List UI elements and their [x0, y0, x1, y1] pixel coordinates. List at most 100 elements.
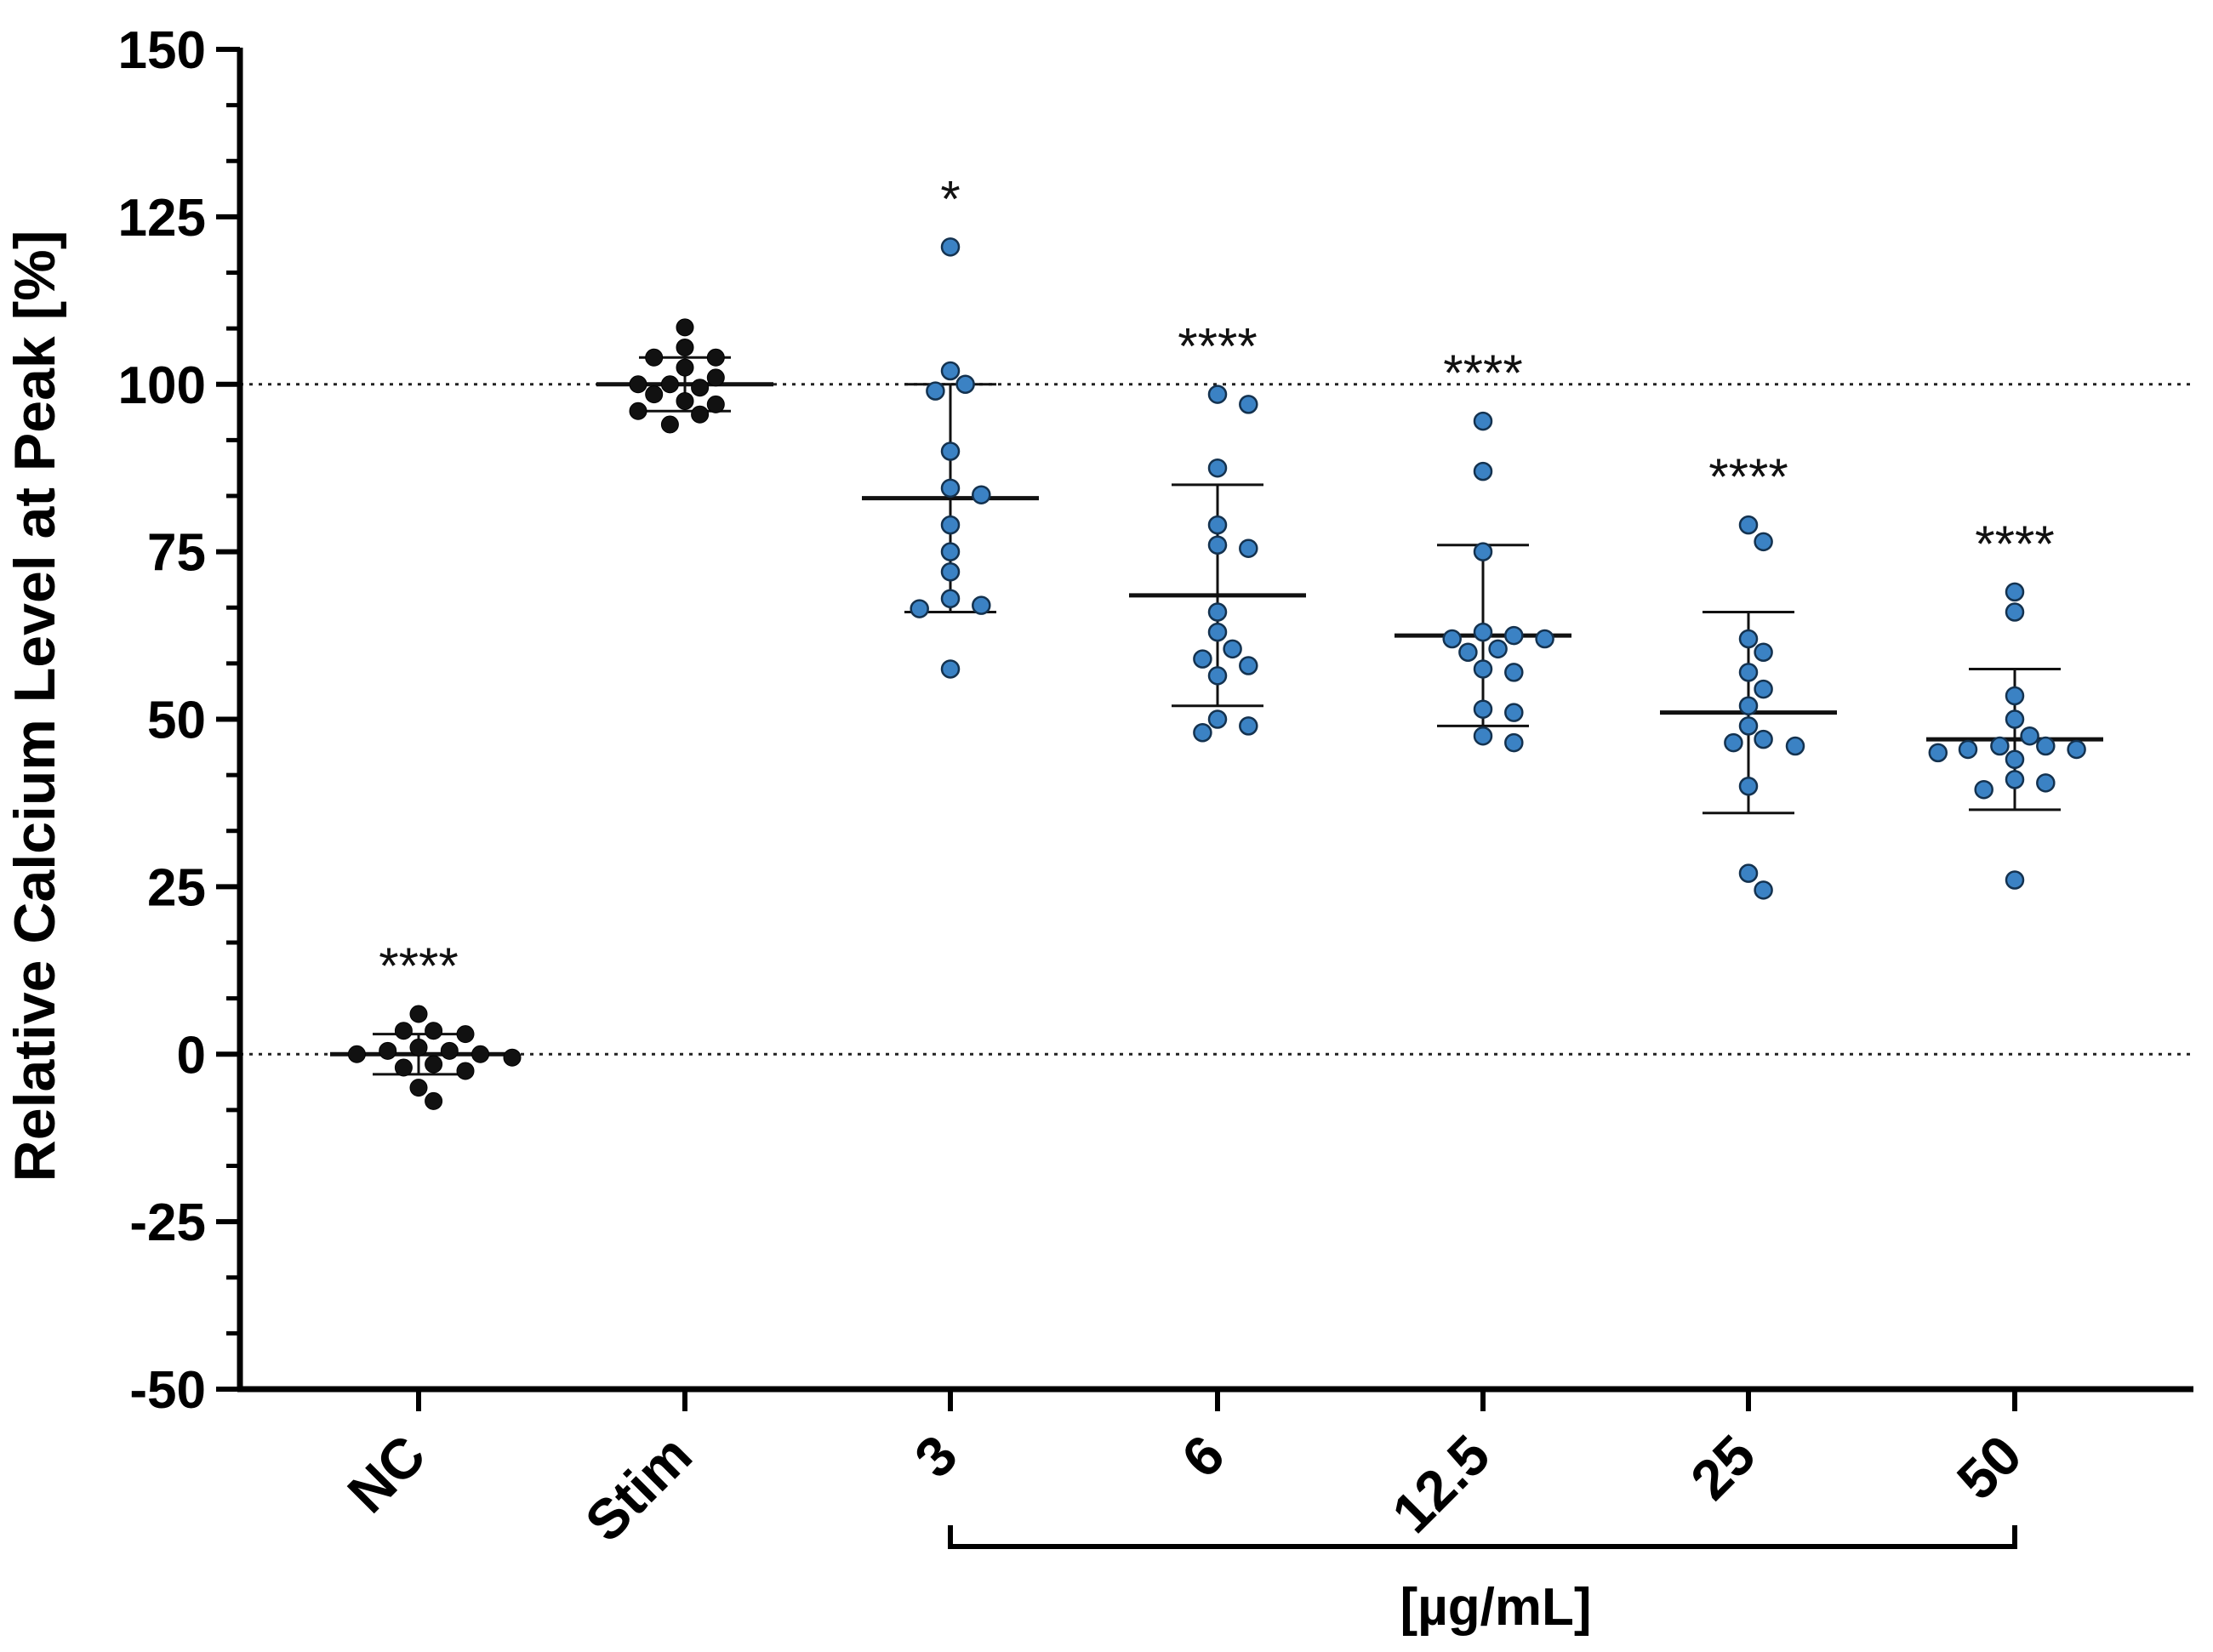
data-point	[1754, 880, 1773, 900]
data-point	[1785, 736, 1805, 756]
data-point	[2005, 686, 2025, 706]
data-point	[1738, 629, 1759, 649]
data-point	[645, 348, 664, 367]
data-point	[706, 348, 725, 367]
reference-lines	[240, 383, 2193, 1056]
data-point	[1738, 863, 1759, 883]
data-point	[676, 391, 694, 410]
data-point	[2005, 770, 2025, 789]
x-tick-label-50: 50	[1945, 1423, 2033, 1512]
data-point	[394, 1022, 413, 1040]
y-tick-label: 100	[118, 356, 206, 415]
data-point	[1473, 699, 1493, 719]
y-tick-label: 75	[147, 524, 206, 583]
data-point	[2005, 870, 2025, 890]
data-point	[1754, 729, 1773, 749]
data-point	[910, 599, 929, 618]
data-point	[691, 379, 710, 397]
data-point	[1724, 732, 1743, 753]
data-point	[676, 338, 694, 356]
data-point	[940, 515, 961, 535]
data-point	[1207, 709, 1228, 729]
data-point	[1738, 696, 1759, 715]
data-point	[1504, 625, 1524, 646]
y-axis-label: Relative Calcium Level at Peak [%]	[3, 231, 67, 1182]
data-point	[1207, 666, 1228, 686]
data-point	[940, 361, 961, 381]
data-point	[1958, 739, 1978, 760]
data-point	[2020, 726, 2039, 746]
data-point	[409, 1038, 428, 1057]
data-point	[1207, 385, 1228, 404]
data-point	[1207, 622, 1228, 642]
y-tick-label: 150	[118, 21, 206, 80]
data-point	[409, 1079, 428, 1097]
data-point	[1974, 779, 1993, 800]
data-point	[456, 1025, 475, 1044]
data-point	[425, 1022, 443, 1040]
data-point	[629, 375, 647, 394]
data-point	[2005, 749, 2025, 769]
concentration-bracket	[948, 1525, 2017, 1549]
data-point	[1473, 411, 1493, 431]
data-point	[940, 562, 961, 582]
data-point	[1738, 716, 1759, 736]
data-point	[972, 485, 991, 504]
data-point	[1990, 736, 2010, 756]
data-point	[676, 318, 694, 337]
data-point	[409, 1005, 428, 1023]
data-point	[1207, 535, 1228, 555]
data-point	[1473, 622, 1493, 642]
data-point	[706, 395, 725, 413]
data-point	[1239, 656, 1258, 675]
significance-label: ****	[1178, 318, 1257, 375]
data-point	[503, 1048, 522, 1067]
x-tick-label-25: 25	[1679, 1423, 1767, 1512]
y-tick-label: 50	[147, 692, 206, 750]
significance-label: ****	[379, 937, 458, 994]
data-point	[706, 368, 725, 387]
data-point	[471, 1045, 490, 1063]
data-point	[972, 595, 991, 615]
data-point	[660, 415, 679, 434]
data-point	[940, 441, 961, 461]
significance-label: ****	[1975, 516, 2054, 573]
significance-label: *	[940, 170, 960, 227]
data-point	[2036, 736, 2056, 756]
data-point	[1239, 716, 1258, 736]
data-point	[1754, 679, 1773, 699]
x-tick-label-12.5: 12.5	[1380, 1423, 1502, 1545]
data-point	[347, 1045, 366, 1063]
data-point	[940, 589, 961, 608]
data-point	[1504, 703, 1524, 722]
data-point	[425, 1055, 443, 1074]
data-point	[2067, 739, 2086, 760]
axes: -50 -25 0 25 50 75 100 125 150 NC Stim 3 6 12.5 25 50	[118, 21, 2193, 1553]
y-tick-label: 0	[177, 1026, 206, 1085]
y-tick-label: -25	[129, 1193, 206, 1252]
bracket-label: [µg/mL]	[1400, 1578, 1591, 1637]
data-point	[425, 1091, 443, 1110]
data-point	[2005, 709, 2025, 729]
data-point	[676, 358, 694, 377]
data-point	[1488, 639, 1508, 659]
data-point	[1535, 629, 1554, 649]
data-point	[1738, 515, 1759, 535]
data-point	[1193, 649, 1212, 669]
data-point	[1473, 542, 1493, 561]
y-tick-label: -50	[129, 1361, 206, 1420]
data-point	[940, 659, 961, 679]
x-tick-label-Stim: Stim	[573, 1423, 703, 1553]
data-point	[379, 1041, 397, 1060]
data-point	[1207, 515, 1228, 535]
x-tick-label-NC: NC	[335, 1423, 437, 1525]
data-point	[1473, 659, 1493, 679]
data-point	[394, 1058, 413, 1077]
data-point	[1754, 642, 1773, 662]
data-point	[660, 375, 679, 394]
data-point	[1473, 461, 1493, 481]
data-point	[456, 1062, 475, 1080]
y-tick-label: 25	[147, 858, 206, 917]
data-point	[1754, 532, 1773, 552]
